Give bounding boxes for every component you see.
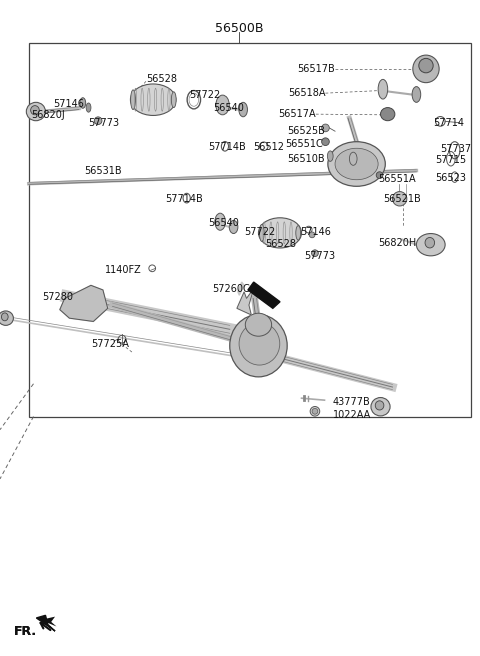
Ellipse shape (312, 250, 318, 256)
Ellipse shape (259, 224, 264, 241)
Text: 56523: 56523 (435, 173, 467, 184)
Text: 56540: 56540 (214, 102, 244, 113)
Ellipse shape (425, 237, 434, 248)
Text: 57260C: 57260C (212, 283, 250, 294)
Ellipse shape (312, 409, 318, 414)
Ellipse shape (393, 192, 407, 206)
Ellipse shape (258, 218, 301, 248)
Text: 1022AA: 1022AA (333, 409, 371, 420)
Ellipse shape (239, 102, 248, 117)
Text: 56528: 56528 (146, 73, 177, 84)
Ellipse shape (94, 117, 102, 125)
Text: 57146: 57146 (300, 226, 332, 237)
Polygon shape (36, 615, 55, 631)
Ellipse shape (131, 90, 135, 110)
Ellipse shape (215, 213, 226, 230)
Text: 56517A: 56517A (278, 109, 316, 119)
Ellipse shape (327, 151, 333, 161)
Text: 57714B: 57714B (165, 194, 203, 204)
Ellipse shape (376, 172, 383, 178)
Text: FR.: FR. (14, 625, 37, 638)
Ellipse shape (381, 108, 395, 121)
Text: 56551C: 56551C (285, 138, 323, 149)
Text: 57722: 57722 (244, 226, 276, 237)
Ellipse shape (378, 79, 388, 99)
Polygon shape (60, 285, 108, 321)
Text: 56820J: 56820J (31, 110, 65, 120)
Text: 56500B: 56500B (215, 22, 264, 35)
Ellipse shape (413, 55, 439, 83)
Text: 43777B: 43777B (333, 397, 371, 407)
Ellipse shape (26, 102, 46, 121)
Ellipse shape (31, 106, 39, 115)
Ellipse shape (0, 311, 13, 325)
Text: 56525B: 56525B (287, 126, 325, 136)
Text: 56551A: 56551A (378, 174, 416, 184)
Text: 57280: 57280 (42, 291, 73, 302)
Ellipse shape (230, 314, 287, 377)
Text: 56510B: 56510B (287, 154, 325, 165)
Text: 56512: 56512 (253, 142, 285, 152)
Polygon shape (238, 282, 244, 295)
Ellipse shape (419, 58, 433, 73)
Ellipse shape (80, 98, 85, 108)
Ellipse shape (335, 148, 378, 180)
Text: 57725A: 57725A (91, 338, 129, 349)
Ellipse shape (371, 398, 390, 416)
Ellipse shape (412, 87, 421, 102)
Polygon shape (248, 282, 280, 308)
Ellipse shape (1, 313, 8, 321)
Ellipse shape (322, 138, 329, 146)
Ellipse shape (322, 124, 329, 132)
Ellipse shape (375, 401, 384, 410)
Ellipse shape (229, 220, 238, 234)
Ellipse shape (239, 323, 280, 365)
Text: 57773: 57773 (304, 251, 335, 261)
Ellipse shape (86, 103, 91, 112)
Text: 56540: 56540 (208, 218, 239, 228)
Ellipse shape (171, 92, 176, 108)
Text: 56517B: 56517B (297, 64, 335, 74)
Ellipse shape (131, 84, 176, 115)
Polygon shape (237, 289, 253, 315)
Text: FR.: FR. (14, 625, 37, 638)
Text: 57737: 57737 (440, 144, 471, 154)
Text: 56521B: 56521B (383, 194, 420, 204)
Ellipse shape (309, 232, 315, 237)
Text: 57714: 57714 (433, 118, 464, 129)
Ellipse shape (417, 234, 445, 256)
Ellipse shape (245, 313, 272, 337)
Polygon shape (41, 617, 57, 626)
Text: 57714B: 57714B (208, 142, 246, 152)
Bar (29, 43, 471, 417)
Text: 1140FZ: 1140FZ (105, 265, 142, 276)
Text: 56820H: 56820H (378, 237, 416, 248)
Text: 57715: 57715 (435, 155, 467, 165)
Text: 57146: 57146 (53, 98, 84, 109)
Text: 57722: 57722 (189, 90, 220, 100)
Text: 57773: 57773 (88, 117, 120, 128)
Ellipse shape (296, 226, 300, 240)
Text: 56531B: 56531B (84, 166, 121, 176)
Text: 56518A: 56518A (288, 88, 325, 98)
Ellipse shape (216, 95, 229, 115)
Ellipse shape (310, 407, 320, 416)
Text: 56528: 56528 (265, 239, 297, 249)
Ellipse shape (349, 152, 357, 165)
Ellipse shape (328, 142, 385, 186)
